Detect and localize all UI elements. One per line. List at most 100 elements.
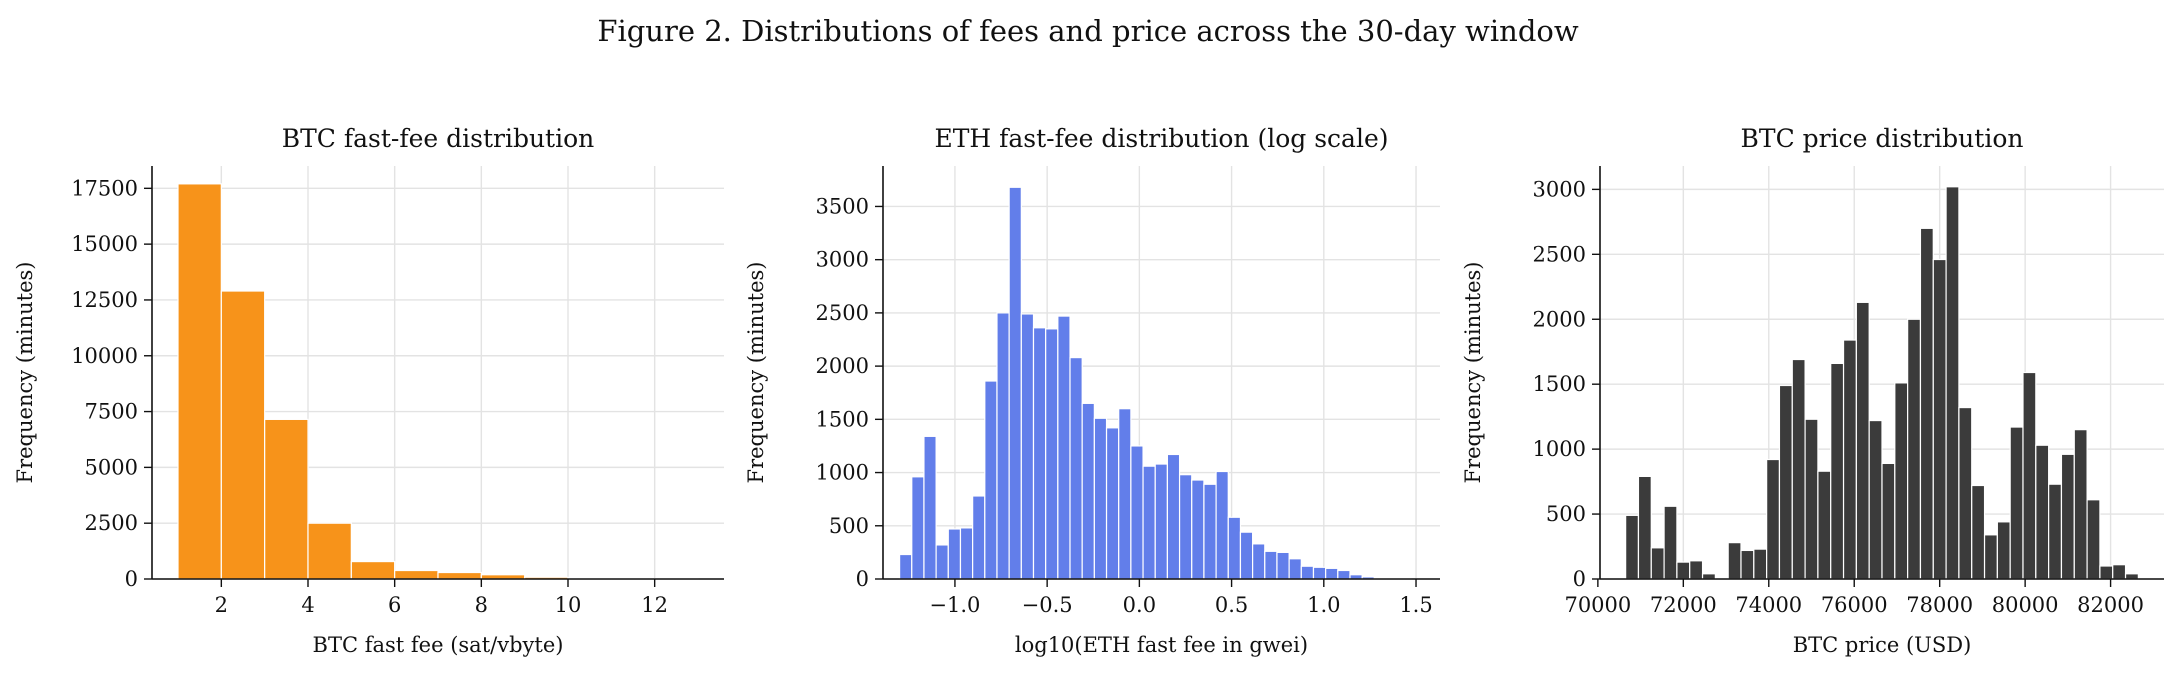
histogram-bar: [1907, 318, 1922, 580]
y-tick-label: 2500: [1533, 242, 1586, 266]
histogram-bar: [1983, 534, 1998, 580]
histogram-bar: [1069, 356, 1083, 580]
histogram-bar: [984, 380, 998, 580]
histogram-bar: [1081, 402, 1095, 580]
histogram-bar: [350, 560, 396, 580]
histogram-bar: [1288, 558, 1302, 580]
histogram-bar: [935, 544, 949, 580]
histogram-bar: [1830, 362, 1845, 580]
histogram-bar: [1650, 547, 1665, 580]
histogram-bar: [2086, 499, 2101, 580]
histogram-bar: [264, 418, 309, 580]
histogram-bar: [1093, 417, 1108, 580]
x-tick-label: 6: [388, 593, 401, 617]
histogram-bar: [898, 553, 913, 580]
x-tick-label: 0.5: [1215, 593, 1248, 617]
histogram-bar: [911, 476, 925, 580]
histogram-bar: [1663, 505, 1678, 580]
chart-title: BTC price distribution: [1741, 124, 2024, 153]
y-axis-label: Frequency (minutes): [1461, 262, 1485, 484]
x-tick-label: 78000: [1906, 593, 1973, 617]
x-tick-label: −1.0: [929, 593, 980, 617]
histogram-bar: [1312, 566, 1327, 580]
y-axis-label: Frequency (minutes): [744, 262, 768, 484]
x-tick-label: −0.5: [1022, 593, 1073, 617]
x-axis-label: BTC price (USD): [1793, 633, 1972, 657]
histogram-bar: [1842, 339, 1857, 580]
y-axis-label: Frequency (minutes): [13, 262, 37, 484]
panel-btc-fee: 2 4 6 8 10 12 0 2500 5000 7500 10000 12500 15000 1750…: [13, 124, 724, 657]
histogram-bar: [1740, 549, 1755, 580]
x-tick-label: 10: [555, 593, 582, 617]
histogram-bar: [177, 183, 222, 580]
histogram-bar: [1239, 531, 1254, 580]
y-tick-label: 1000: [816, 461, 869, 485]
x-tick-label: 74000: [1735, 593, 1802, 617]
y-tick-label: 17500: [71, 176, 138, 200]
histogram-bar: [1855, 301, 1870, 580]
histogram-bar: [1996, 521, 2011, 580]
histogram-bar: [307, 522, 352, 580]
y-tick-label: 15000: [71, 232, 138, 256]
histogram-bar: [394, 569, 439, 580]
histogram-bar: [437, 571, 482, 580]
histogram-bar: [1894, 382, 1909, 580]
x-tick-label: 70000: [1564, 593, 1631, 617]
y-tick-label: 0: [856, 567, 869, 591]
x-axis-label: BTC fast fee (sat/vbyte): [313, 633, 564, 657]
y-tick-label: 3000: [1533, 177, 1586, 201]
x-tick-label: 1.5: [1399, 593, 1432, 617]
x-tick-label: 76000: [1821, 593, 1888, 617]
y-tick-label: 7500: [85, 400, 138, 424]
histogram-bar: [1753, 548, 1768, 580]
figure-title: Figure 2. Distributions of fees and pric…: [597, 14, 1579, 48]
histogram-bar: [1804, 418, 1819, 580]
histogram-bar: [959, 527, 974, 580]
histogram-bar: [1252, 543, 1266, 580]
y-tick-label: 1500: [816, 407, 869, 431]
panel-btc-price: 70000 72000 74000 76000 78000 80000 82000 0 500 1…: [1461, 124, 2164, 657]
y-tick-label: 500: [829, 514, 869, 538]
histogram-bar: [2073, 429, 2088, 580]
histogram-bar: [2099, 565, 2114, 580]
y-tick-label: 1000: [1533, 437, 1586, 461]
histogram-bar: [996, 312, 1010, 580]
histogram-bar: [1166, 453, 1181, 580]
y-tick-label: 2500: [85, 511, 138, 535]
histogram-bar: [1300, 565, 1315, 580]
histogram-bar: [1791, 358, 1806, 580]
histogram-bar: [1817, 470, 1832, 580]
y-tick-label: 500: [1546, 502, 1586, 526]
y-tick-label: 5000: [85, 455, 138, 479]
histogram-bar: [1045, 328, 1059, 580]
y-tick-label: 0: [125, 567, 138, 591]
histogram-bar: [2060, 453, 2075, 580]
histogram-bar: [1932, 258, 1947, 580]
histogram-bar: [1130, 445, 1144, 580]
histogram-bar: [1778, 384, 1793, 580]
histogram-bar: [1766, 458, 1781, 580]
histogram-bar: [1057, 315, 1071, 580]
chart-title: BTC fast-fee distribution: [282, 124, 595, 153]
histogram-bar: [1276, 551, 1290, 580]
histogram-bar: [1945, 186, 1960, 580]
histogram-bar: [1142, 465, 1156, 580]
histogram-bar: [1971, 484, 1986, 580]
histogram-bar: [1215, 470, 1229, 580]
x-tick-label: 1.0: [1307, 593, 1340, 617]
x-tick-label: 80000: [1992, 593, 2059, 617]
histogram-bar: [1727, 542, 1742, 580]
histogram-bar: [1689, 560, 1704, 580]
histogram-bar: [1105, 427, 1120, 580]
x-tick-label: 8: [475, 593, 488, 617]
histogram-bar: [1625, 514, 1640, 580]
y-tick-label: 0: [1573, 567, 1586, 591]
x-tick-label: 2: [215, 593, 228, 617]
histogram-bar: [923, 435, 937, 580]
histogram-bar: [1919, 227, 1934, 580]
histogram-bar: [1958, 406, 1973, 580]
x-tick-label: 12: [641, 593, 668, 617]
histogram-bar: [1637, 475, 1652, 580]
histogram-bar: [1325, 567, 1339, 580]
